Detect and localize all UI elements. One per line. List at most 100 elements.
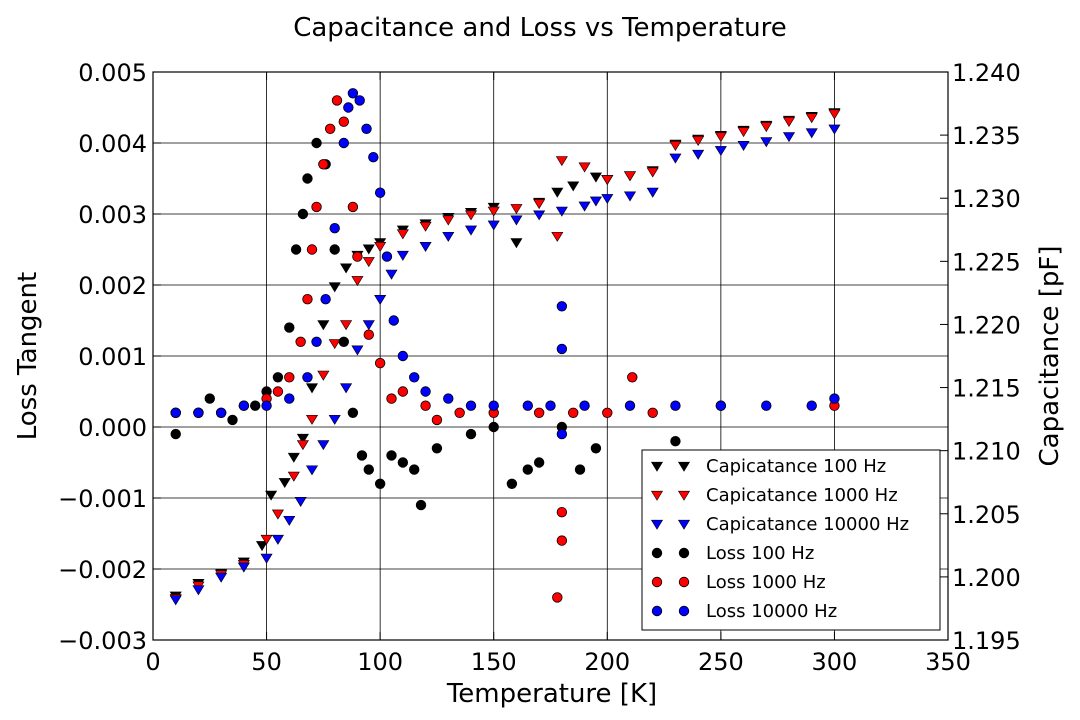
data-point [556,343,568,355]
data-point [551,231,564,242]
y-left-tick-label: 0.001 [78,343,147,371]
legend: Capicatance 100 Hz Capicatance 1000 Hz Cap… [641,449,941,631]
data-point [488,400,499,411]
data-point [329,222,340,234]
data-point [579,400,590,411]
series-5 [170,95,840,603]
data-point [302,372,313,383]
series-3 [169,124,841,606]
data-point [294,497,307,507]
data-point [602,407,613,419]
y-right-axis-title: Capacitance [pF] [1035,246,1065,467]
data-point [284,393,295,404]
data-point [237,562,250,573]
data-point [271,534,284,545]
data-point [420,386,431,397]
data-point [261,400,272,411]
data-point [737,141,750,152]
data-point [670,436,681,447]
data-point [510,215,523,226]
y-right-tick-label: 1.210 [952,438,1021,466]
data-point [623,191,637,202]
legend-label: Capicatance 10000 Hz [706,514,909,535]
data-point [374,357,386,369]
data-point [574,464,586,475]
data-point [396,250,409,261]
data-point [306,244,318,255]
data-point [374,478,386,490]
data-point [356,450,368,461]
y-left-axis-title: Loss Tangent [13,272,43,440]
data-point [271,509,284,520]
data-point [347,88,359,99]
y-right-tick-label: 1.240 [952,59,1021,87]
y-left-tick-label: 0.003 [78,201,147,229]
data-point [782,117,796,128]
data-point [692,136,705,146]
data-point [782,132,796,143]
data-point [215,407,227,419]
data-point [761,400,772,411]
data-point [465,400,477,411]
data-point [669,141,682,152]
data-point [227,414,238,426]
data-point [805,128,818,139]
data-point [305,383,319,394]
data-point [255,541,269,552]
data-point [287,471,300,482]
data-point [487,220,500,231]
y-left-tick-label: 0.005 [78,59,147,87]
data-point [287,452,300,463]
data-point [311,336,322,348]
data-point [420,400,431,411]
data-point [347,407,359,419]
x-axis-title: Temperature [K] [446,679,657,709]
y-left-tick-label: −0.003 [58,627,147,655]
data-point [589,196,602,207]
data-point [714,146,727,157]
x-tick-label: 250 [698,648,744,676]
data-point [415,499,427,511]
data-point [590,443,602,454]
data-point [283,515,296,526]
data-point [362,257,375,268]
data-point [284,322,295,333]
data-point [760,137,773,148]
data-point [305,414,319,425]
data-point [374,295,387,306]
data-point [506,478,518,490]
legend-marker [677,490,691,501]
data-point [601,194,614,205]
data-point [351,276,364,287]
data-point [556,428,568,440]
legend-item: Loss 100 Hz [651,543,814,564]
data-point [347,201,359,213]
data-points [169,88,841,606]
legend-marker [677,519,691,530]
data-point [409,372,420,383]
data-point [828,124,841,135]
data-point [169,595,182,606]
legend-label: Capicatance 1000 Hz [706,485,898,506]
data-point [464,225,478,236]
data-point [647,407,658,419]
data-point [552,592,563,603]
data-point [646,167,659,178]
legend-marker [650,519,664,530]
data-point [272,386,284,397]
data-point [296,433,309,444]
data-point [627,372,638,383]
legend-item: Loss 1000 Hz [651,572,826,593]
data-point [397,457,409,468]
data-point [487,206,500,217]
data-point [374,242,387,252]
data-point [465,428,477,440]
y-right-tick-label: 1.205 [952,501,1021,529]
data-point [338,137,350,149]
data-point [215,572,228,583]
data-point [442,231,455,242]
data-point [170,407,181,419]
data-point [265,490,278,501]
data-point [443,393,454,404]
y-left-tick-label: 0.000 [78,414,147,442]
